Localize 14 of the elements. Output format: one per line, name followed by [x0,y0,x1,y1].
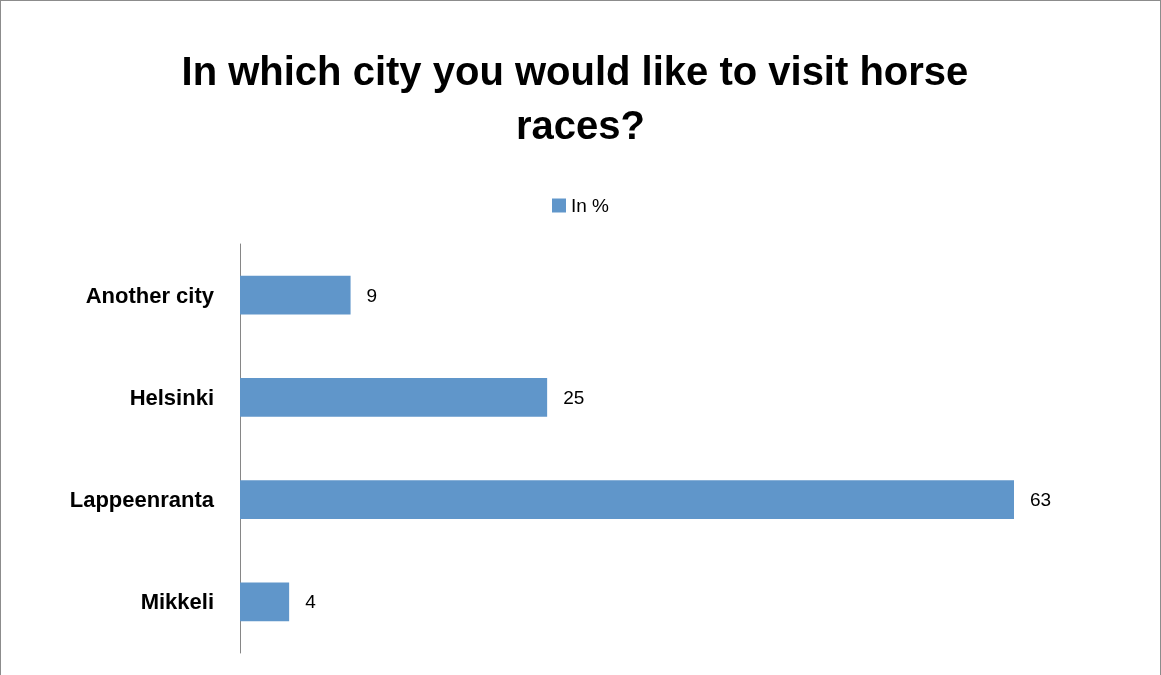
y-tick-label: Mikkeli [140,589,214,615]
bar [240,480,1014,520]
chart-title: In which city you would like to visit horse races? [181,49,980,147]
data-label: 25 [563,386,585,408]
data-label: 9 [366,284,378,306]
y-tick-label: Another city [85,282,215,308]
bar [240,582,290,622]
bar [240,275,351,315]
bar [240,377,548,417]
legend-label: In % [570,195,610,216]
y-tick-label: Lappeenranta [69,487,215,513]
data-label: 63 [1030,489,1052,511]
data-label: 4 [305,591,317,613]
y-tick-label: Helsinki [129,384,214,410]
